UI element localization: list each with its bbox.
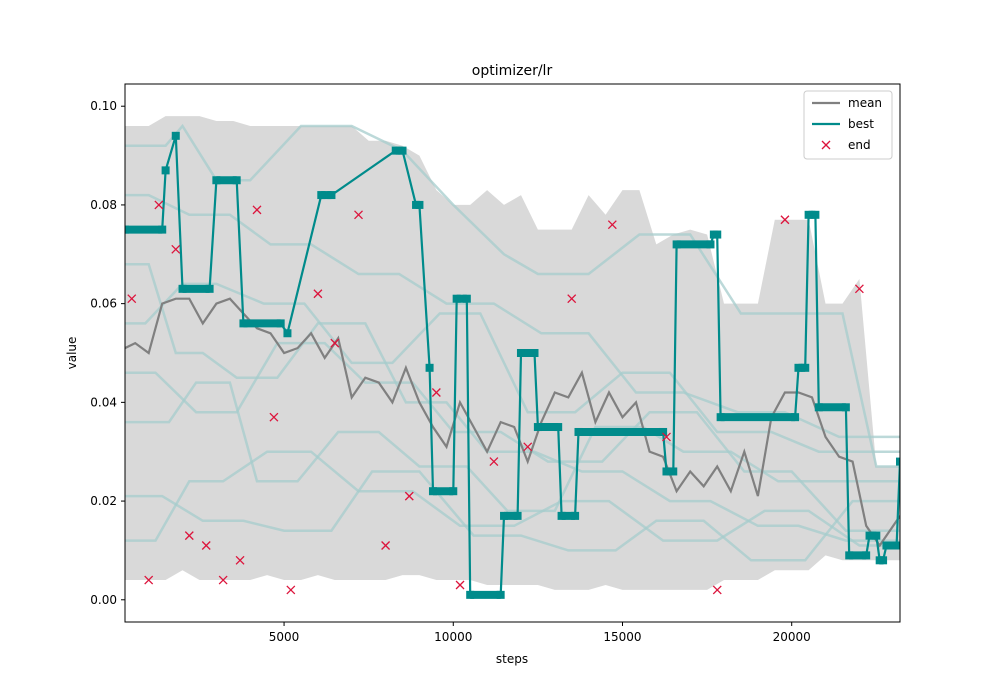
plot-area xyxy=(125,116,900,599)
end-marker xyxy=(662,432,671,442)
legend-best-label: best xyxy=(848,117,874,131)
end-marker xyxy=(286,585,296,595)
end-marker xyxy=(218,575,228,585)
legend-end-label: end xyxy=(848,138,871,152)
chart-title: optimizer/lr xyxy=(472,63,553,79)
run-line-6 xyxy=(125,470,900,562)
run-line-4 xyxy=(125,381,900,513)
best-point xyxy=(896,457,900,466)
y-tick-label: 0.10 xyxy=(90,99,117,113)
end-marker xyxy=(171,244,181,254)
end-marker xyxy=(431,388,441,397)
legend-box xyxy=(803,90,893,160)
end-marker xyxy=(313,289,323,299)
end-marker xyxy=(330,338,340,348)
run-line-3 xyxy=(125,262,900,542)
end-marker xyxy=(235,555,245,565)
end-marker xyxy=(252,205,262,215)
end-marker xyxy=(607,220,617,230)
end-marker xyxy=(184,531,194,541)
end-markers xyxy=(127,200,864,595)
end-marker xyxy=(489,457,499,467)
end-marker xyxy=(144,575,154,585)
x-tick-label: 10000 xyxy=(434,630,472,644)
best-line xyxy=(125,135,900,596)
end-marker xyxy=(523,442,533,452)
x-axis: 5000 10000 15000 20000 xyxy=(269,622,811,644)
legend: mean best end xyxy=(803,90,893,160)
end-marker xyxy=(354,210,363,220)
legend-mean-label: mean xyxy=(848,96,882,110)
end-marker xyxy=(404,491,414,501)
x-tick-label: 5000 xyxy=(269,630,300,644)
x-tick-label: 15000 xyxy=(603,630,641,644)
y-tick-label: 0.08 xyxy=(90,198,117,212)
legend-end-swatch xyxy=(821,140,831,150)
y-tick-label: 0.06 xyxy=(90,297,117,311)
y-axis: 0.00 0.02 0.04 0.06 0.08 0.10 xyxy=(90,99,125,607)
end-marker xyxy=(127,294,137,304)
end-marker xyxy=(567,294,577,304)
end-marker xyxy=(455,580,465,590)
end-marker xyxy=(269,412,279,422)
y-axis-label: value xyxy=(65,337,79,370)
x-axis-label: steps xyxy=(496,652,528,666)
end-marker xyxy=(780,215,790,225)
y-tick-label: 0.02 xyxy=(90,494,117,508)
run-line-7 xyxy=(125,193,900,439)
end-marker xyxy=(712,585,722,595)
x-tick-label: 20000 xyxy=(773,630,811,644)
y-tick-label: 0.04 xyxy=(90,395,117,409)
end-marker xyxy=(201,541,211,550)
end-marker xyxy=(381,541,391,550)
plot-frame xyxy=(124,83,901,623)
end-marker xyxy=(854,284,864,294)
range-band xyxy=(125,116,900,590)
run-line-2 xyxy=(125,450,900,547)
end-marker xyxy=(154,200,164,210)
y-tick-label: 0.00 xyxy=(90,593,117,607)
